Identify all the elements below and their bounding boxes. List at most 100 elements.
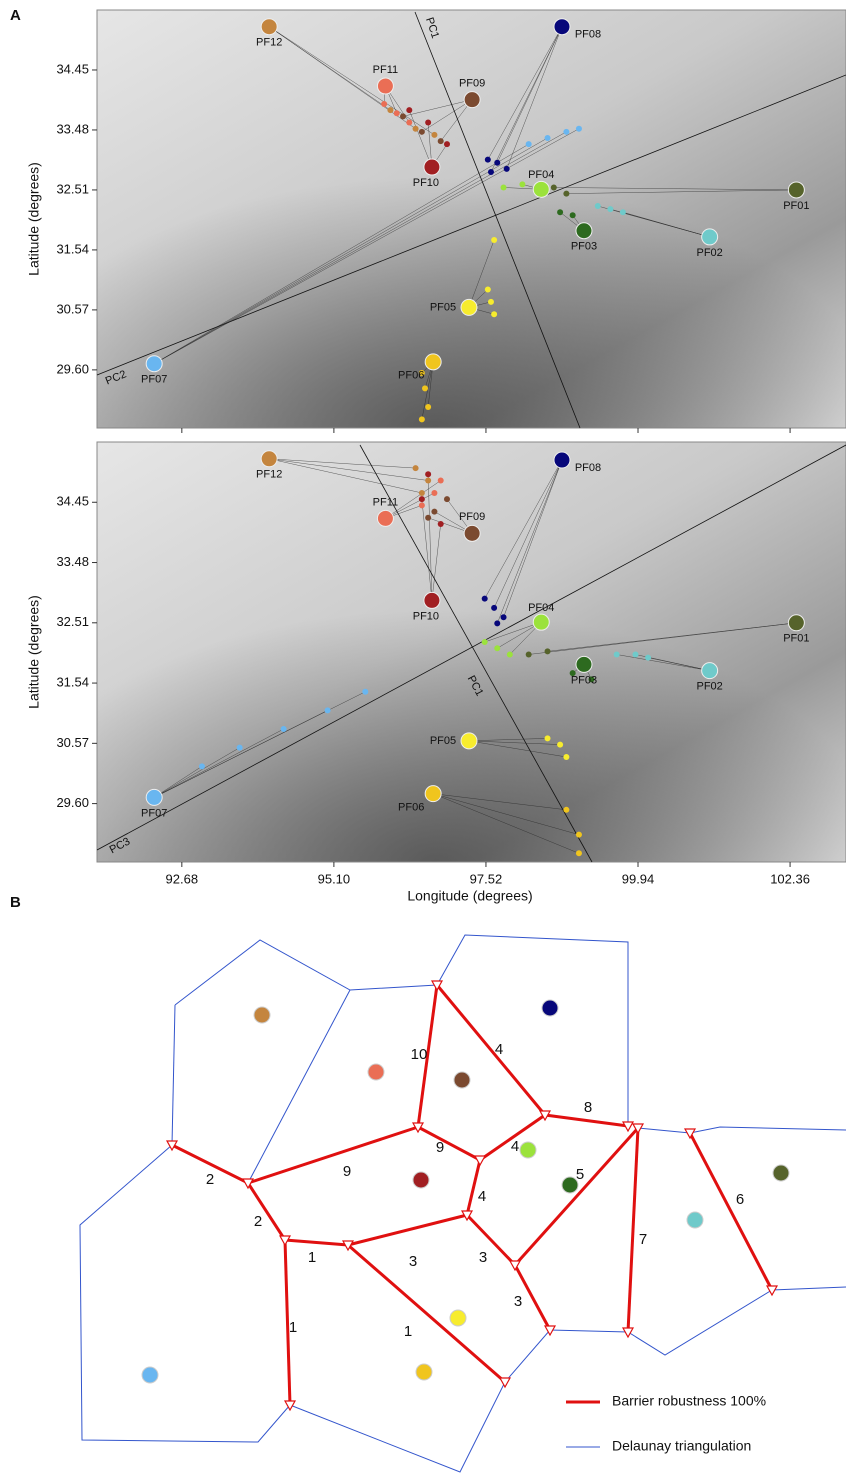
site-label: PF08 <box>575 462 601 474</box>
site-point <box>576 223 592 239</box>
sample-point <box>400 113 406 119</box>
sample-point <box>563 754 569 760</box>
barrier-label: 1 <box>289 1319 297 1336</box>
y-tick-label: 29.60 <box>56 795 89 810</box>
panel-label: B <box>10 894 21 911</box>
site-dot <box>254 1007 270 1023</box>
site-dot <box>773 1165 789 1181</box>
sample-point <box>633 651 639 657</box>
sample-point <box>419 416 425 422</box>
site-point <box>146 789 162 805</box>
sample-point <box>645 655 651 661</box>
site-point <box>464 525 480 541</box>
sample-point <box>431 509 437 515</box>
sample-point <box>281 726 287 732</box>
sample-point <box>394 110 400 116</box>
delaunay-edge <box>172 1005 175 1145</box>
site-label: PF04 <box>528 602 554 614</box>
y-tick-label: 31.54 <box>56 241 89 256</box>
sample-point <box>419 496 425 502</box>
barrier-label: 9 <box>436 1139 444 1156</box>
y-tick-label: 32.51 <box>56 614 89 629</box>
barrier-label: 10 <box>411 1046 428 1063</box>
panel-label: A <box>10 7 21 24</box>
y-axis-title: Latitude (degrees) <box>26 162 42 276</box>
barrier <box>348 1215 467 1245</box>
site-point <box>533 181 549 197</box>
site-point <box>261 451 277 467</box>
terrain-shade <box>97 10 846 428</box>
site-point <box>424 592 440 608</box>
figure: ALatitude (degrees)34.4533.4832.5131.543… <box>0 0 846 1475</box>
sample-point <box>494 160 500 166</box>
barrier-end <box>500 1378 510 1387</box>
site-label: PF06 <box>398 370 424 382</box>
barrier-label: 3 <box>409 1253 417 1270</box>
sample-point <box>425 478 431 484</box>
site-label: PF05 <box>430 735 456 747</box>
site-point <box>554 452 570 468</box>
sample-point <box>526 651 532 657</box>
sample-point <box>576 832 582 838</box>
site-dot <box>687 1212 703 1228</box>
site-label: PF01 <box>783 633 809 645</box>
site-label: PF02 <box>696 247 722 259</box>
site-label: PF12 <box>256 37 282 49</box>
barrier-end <box>475 1156 485 1165</box>
site-label: PF06 <box>398 802 424 814</box>
site-point <box>788 182 804 198</box>
y-tick-label: 29.60 <box>56 361 89 376</box>
sample-point <box>563 191 569 197</box>
barrier <box>248 1183 285 1240</box>
sample-point <box>526 141 532 147</box>
y-tick-label: 34.45 <box>56 61 89 76</box>
barrier-label: 4 <box>495 1041 503 1058</box>
site-label: PF07 <box>141 807 167 819</box>
sample-point <box>607 206 613 212</box>
page: {"chart_data": [ {"type": "scatter", "pa… <box>0 0 846 1475</box>
sample-point <box>406 107 412 113</box>
barrier-label: 8 <box>584 1099 592 1116</box>
y-tick-label: 32.51 <box>56 181 89 196</box>
sample-point <box>482 639 488 645</box>
sample-point <box>614 651 620 657</box>
sample-point <box>325 707 331 713</box>
barrier-label: 1 <box>404 1323 412 1340</box>
site-dot <box>542 1000 558 1016</box>
site-point <box>461 733 477 749</box>
site-dot <box>142 1367 158 1383</box>
site-point <box>425 354 441 370</box>
sample-point <box>381 101 387 107</box>
barrier-label: 9 <box>343 1163 351 1180</box>
sample-point <box>199 763 205 769</box>
y-tick-label: 30.57 <box>56 301 89 316</box>
site-label: PF03 <box>571 241 597 253</box>
x-axis-title: Longitude (degrees) <box>407 888 532 904</box>
legend-label: Barrier robustness 100% <box>612 1393 766 1409</box>
x-tick-label: 95.10 <box>318 871 351 886</box>
barrier-label: 4 <box>478 1188 486 1205</box>
site-label: PF07 <box>141 374 167 386</box>
sample-point <box>491 605 497 611</box>
x-tick-label: 92.68 <box>166 871 199 886</box>
legend-label: Delaunay triangulation <box>612 1438 751 1454</box>
barrier-label: 3 <box>479 1249 487 1266</box>
sample-point <box>570 212 576 218</box>
sample-point <box>438 138 444 144</box>
site-dot <box>454 1072 470 1088</box>
sample-point <box>620 209 626 215</box>
site-label: PF01 <box>783 200 809 212</box>
sample-point <box>551 184 557 190</box>
site-label: PF11 <box>373 64 398 76</box>
x-tick-label: 99.94 <box>622 871 655 886</box>
sample-point <box>485 157 491 163</box>
sample-point <box>425 404 431 410</box>
sample-point <box>563 807 569 813</box>
sample-point <box>595 203 601 209</box>
sample-point <box>491 237 497 243</box>
sample-point <box>545 735 551 741</box>
sample-point <box>237 745 243 751</box>
site-dot <box>450 1310 466 1326</box>
sample-point <box>413 465 419 471</box>
y-tick-label: 30.57 <box>56 735 89 750</box>
